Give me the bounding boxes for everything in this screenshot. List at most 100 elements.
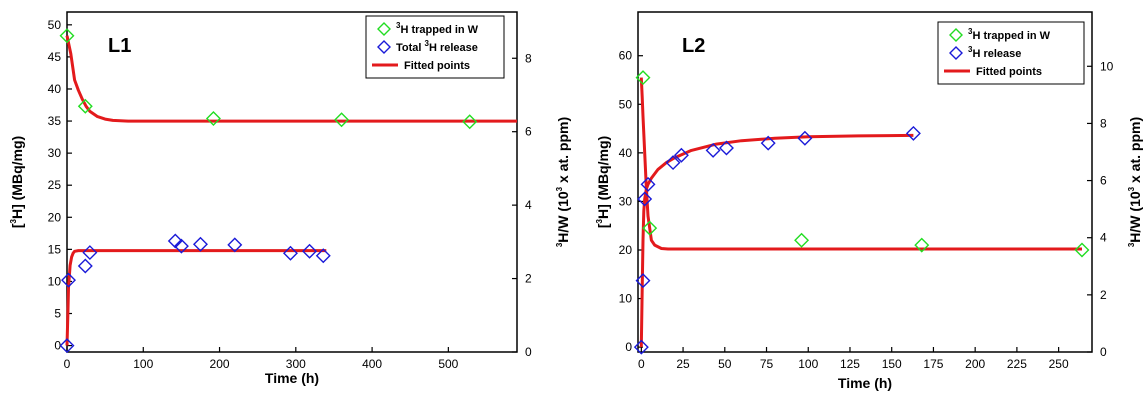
legend-label-pre: Fitted points xyxy=(976,66,1042,78)
legend-label-sup: 3 xyxy=(968,45,973,54)
y-tick-label: 15 xyxy=(48,242,62,256)
y-tick-label: 40 xyxy=(619,146,633,160)
trapped-data-point xyxy=(635,70,651,86)
fit-release-curve xyxy=(639,133,914,348)
x-tick-label: 200 xyxy=(210,357,230,371)
legend-label-sup: 3 xyxy=(425,39,430,48)
y-tick-label: 30 xyxy=(48,146,62,160)
legend-box xyxy=(365,15,505,79)
x-tick-label: 75 xyxy=(760,357,774,371)
y2-axis-title: 3H/W (103 x at. ppm) xyxy=(1127,117,1143,247)
release-data-point xyxy=(673,147,689,163)
fit-trapped-curve xyxy=(639,77,1082,251)
y-tick-label: 30 xyxy=(619,194,633,208)
plot-frame xyxy=(66,11,518,353)
release-data-point xyxy=(282,245,298,261)
release-data-point xyxy=(665,155,681,171)
y2-axis-title-sup: 3 xyxy=(1127,242,1136,247)
legend-label-post: H trapped in W xyxy=(400,24,478,36)
y2-tick-label: 4 xyxy=(525,198,532,212)
release-data-point xyxy=(61,272,77,288)
x-tick-label: 150 xyxy=(882,357,902,371)
release-data-point xyxy=(905,125,921,141)
fit-release-curve xyxy=(65,249,327,346)
x-tick-label: 125 xyxy=(840,357,860,371)
release-data-point xyxy=(315,248,331,264)
y-tick-label: 10 xyxy=(48,274,62,288)
legend-label: Total 3H release xyxy=(396,39,478,54)
y2-axis-title-sup2: 3 xyxy=(555,186,564,191)
y2-tick-label: 2 xyxy=(1100,288,1107,302)
y2-axis-title: 3H/W (103 x at. ppm) xyxy=(555,117,571,247)
x-tick-label: 300 xyxy=(286,357,306,371)
trapped-data-point xyxy=(914,237,930,253)
x-tick-label: 200 xyxy=(965,357,985,371)
trapped-data-point xyxy=(1074,242,1090,258)
release-data-point xyxy=(718,140,734,156)
release-data-point xyxy=(173,238,189,254)
release-data-point xyxy=(637,191,653,207)
release-data-point xyxy=(705,142,721,158)
x-axis-title: Time (h) xyxy=(838,375,892,391)
y2-axis-title-sup2: 3 xyxy=(1127,186,1136,191)
y-tick-label: 45 xyxy=(48,50,62,64)
trapped-data-point xyxy=(205,111,221,126)
y-axis-title: [3H] (MBq/mg) xyxy=(595,136,611,228)
y2-tick-label: 10 xyxy=(1100,59,1114,73)
y-tick-label: 10 xyxy=(619,292,633,306)
y-tick-label: 20 xyxy=(48,210,62,224)
legend-marker-trapped xyxy=(377,22,391,36)
x-tick-label: 100 xyxy=(798,357,818,371)
x-tick-label: 400 xyxy=(362,357,382,371)
y-tick-label: 40 xyxy=(48,82,62,96)
legend-label: Fitted points xyxy=(404,60,470,72)
trapped-data-point xyxy=(642,220,658,236)
release-data-point xyxy=(633,339,649,355)
y2-tick-label: 8 xyxy=(525,51,532,65)
x-tick-label: 25 xyxy=(676,357,690,371)
y2-axis-title-sup: 3 xyxy=(555,242,564,247)
x-tick-label: 100 xyxy=(133,357,153,371)
y-tick-label: 50 xyxy=(48,18,62,32)
panel-l1: 0 100 200 300 400 500051015202530354045500246… xyxy=(9,11,571,386)
legend-marker-release xyxy=(949,46,963,60)
y2-axis-title-main: H/W (10 xyxy=(1127,191,1143,243)
release-data-point xyxy=(227,237,243,253)
y-axis-title-prefix: [ xyxy=(9,223,25,228)
legend-label-post: H release xyxy=(972,48,1021,60)
legend-label-pre: Total xyxy=(396,42,425,54)
y2-tick-label: 2 xyxy=(525,272,532,286)
y-tick-label: 5 xyxy=(54,307,61,321)
y-axis-title-suffix: H] (MBq/mg) xyxy=(9,136,25,219)
release-data-point xyxy=(192,236,208,252)
y2-axis-title-end: x at. ppm) xyxy=(555,117,571,187)
y2-tick-label: 6 xyxy=(1100,174,1107,188)
y-tick-label: 60 xyxy=(619,49,633,63)
release-data-point xyxy=(77,258,93,274)
x-axis-title: Time (h) xyxy=(265,370,319,386)
x-tick-label: 250 xyxy=(1049,357,1069,371)
trapped-data-point xyxy=(334,112,350,128)
trapped-data-point xyxy=(462,114,478,130)
y-tick-label: 50 xyxy=(619,97,633,111)
legend-marker-release xyxy=(377,40,391,54)
y-axis-title-sup: 3 xyxy=(9,218,18,223)
x-tick-label: 500 xyxy=(438,357,458,371)
trapped-data-point xyxy=(59,28,75,44)
x-tick-label: 0 xyxy=(638,357,645,371)
y2-tick-label: 6 xyxy=(525,125,532,139)
release-data-point xyxy=(635,273,651,289)
y2-tick-label: 0 xyxy=(525,345,532,359)
y2-axis-title-end: x at. ppm) xyxy=(1127,117,1143,187)
legend-label-sup: 3 xyxy=(396,21,401,30)
y-axis-title-suffix: H] (MBq/mg) xyxy=(595,136,611,219)
release-data-point xyxy=(760,135,776,151)
legend-label-pre: Fitted points xyxy=(404,60,470,72)
y-tick-label: 0 xyxy=(625,340,632,354)
x-tick-label: 225 xyxy=(1007,357,1027,371)
release-data-point xyxy=(640,176,656,192)
legend-label: 3H release xyxy=(968,45,1021,60)
legend-label: 3H trapped in W xyxy=(396,21,479,36)
